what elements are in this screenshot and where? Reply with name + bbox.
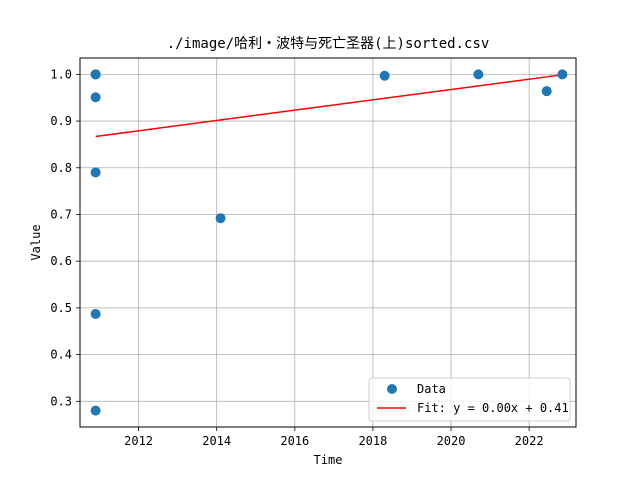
- y-tick-label: 0.5: [50, 301, 72, 315]
- data-points: [90, 69, 568, 416]
- y-tick-label: 0.9: [50, 114, 72, 128]
- data-point: [379, 70, 390, 81]
- x-axis-ticks: 2012 2014 2016 2018 2020 2022: [124, 427, 544, 448]
- y-tick-label: 0.6: [50, 254, 72, 268]
- legend-marker-data: [387, 384, 397, 394]
- y-tick-label: 0.7: [50, 207, 72, 221]
- data-point: [541, 86, 552, 97]
- data-point: [90, 405, 101, 416]
- x-tick-label: 2022: [515, 434, 544, 448]
- data-point: [473, 69, 484, 80]
- y-tick-label: 0.3: [50, 394, 72, 408]
- legend-label-data: Data: [417, 382, 446, 396]
- fit-line: [95, 74, 563, 138]
- x-tick-label: 2012: [124, 434, 153, 448]
- y-axis-label: Value: [29, 224, 43, 260]
- y-tick-label: 1.0: [50, 67, 72, 81]
- y-axis-ticks: 0.3 0.4 0.5 0.6 0.7 0.8 0.9 1.0: [50, 67, 80, 408]
- data-point: [90, 69, 101, 80]
- legend-box: [368, 377, 571, 422]
- data-point: [90, 308, 101, 319]
- x-tick-label: 2016: [280, 434, 309, 448]
- y-tick-label: 0.8: [50, 161, 72, 175]
- x-axis-label: Time: [314, 453, 343, 467]
- legend: Data Fit: y = 0.00x + 0.41: [368, 377, 571, 422]
- data-point: [557, 69, 568, 80]
- data-point: [90, 167, 101, 178]
- chart-title: ./image/哈利・波特与死亡圣器(上)sorted.csv: [167, 36, 490, 52]
- fit-line-layer: [95, 74, 563, 138]
- grid: [80, 58, 576, 427]
- y-tick-label: 0.4: [50, 348, 72, 362]
- data-point: [215, 213, 226, 224]
- data-point: [90, 92, 101, 103]
- x-tick-label: 2020: [437, 434, 466, 448]
- legend-label-fit: Fit: y = 0.00x + 0.41: [417, 401, 569, 415]
- x-tick-label: 2014: [202, 434, 231, 448]
- x-tick-label: 2018: [358, 434, 387, 448]
- plot-frame: [79, 57, 577, 428]
